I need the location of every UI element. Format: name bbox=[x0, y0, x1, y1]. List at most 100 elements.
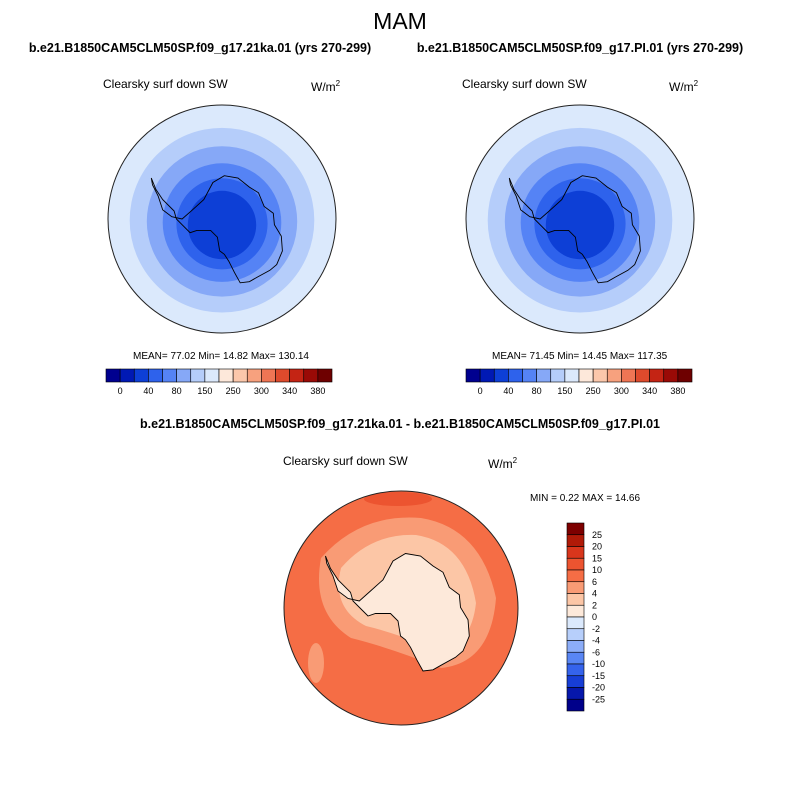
panel2-colorbar-box bbox=[578, 368, 594, 383]
panel1-colorbar-tick-label: 150 bbox=[197, 386, 212, 396]
panel2-colorbar-box bbox=[536, 368, 552, 383]
panel3-colorbar-tick-label: -25 bbox=[592, 694, 605, 704]
panel3-colorbar-tick-label: -6 bbox=[592, 647, 600, 657]
panel1-colorbar-box bbox=[261, 368, 276, 383]
panel1-variable: Clearsky surf down SW bbox=[103, 77, 228, 91]
panel2-colorbar-box bbox=[663, 368, 679, 383]
panel2-colorbar-box bbox=[677, 368, 693, 383]
panel2-colorbar-box bbox=[592, 368, 608, 383]
panel1-colorbar-tick-label: 250 bbox=[226, 386, 241, 396]
panel3-colorbar-tick-label: 2 bbox=[592, 600, 597, 610]
panel3-colorbar-tick-label: -20 bbox=[592, 683, 605, 693]
panel2-title: b.e21.B1850CAM5CLM50SP.f09_g17.PI.01 (yr… bbox=[416, 41, 744, 55]
panel2-colorbar-tick-label: 380 bbox=[670, 386, 685, 396]
panel1-colorbar-box bbox=[148, 368, 163, 383]
panel2-colorbar-box bbox=[606, 368, 622, 383]
panel3-colorbar-tick-label: 4 bbox=[592, 589, 597, 599]
panel1-colorbar-box bbox=[105, 368, 121, 383]
panel2-stats: MEAN= 71.45 Min= 14.45 Max= 117.35 bbox=[492, 351, 668, 362]
panel1-colorbar-tick-label: 0 bbox=[118, 386, 123, 396]
panel1-colorbar-box bbox=[218, 368, 234, 383]
panel1-colorbar-box bbox=[317, 368, 333, 383]
panel3-colorbar-box bbox=[566, 522, 585, 536]
panel1-title: b.e21.B1850CAM5CLM50SP.f09_g17.21ka.01 (… bbox=[28, 41, 372, 55]
panel1-map-border bbox=[107, 104, 337, 334]
panel3-colorbar-box bbox=[566, 616, 585, 630]
panel1-colorbar-box bbox=[190, 368, 206, 383]
panel1-colorbar-box bbox=[162, 368, 177, 383]
panel2-colorbar-tick-label: 40 bbox=[503, 386, 513, 396]
panel3-colorbar-box bbox=[566, 687, 585, 700]
panel1-colorbar-box bbox=[303, 368, 319, 383]
panel2-coastline bbox=[508, 175, 641, 284]
panel3-colorbar-box bbox=[566, 651, 585, 665]
panel3-colorbar-tick-label: -4 bbox=[592, 636, 600, 646]
panel1-colorbar-box bbox=[232, 368, 248, 383]
panel3-colorbar-box bbox=[566, 663, 585, 677]
panel3-colorbar-box bbox=[566, 557, 585, 571]
panel2-units: W/m2 bbox=[669, 79, 699, 94]
panel3-title: b.e21.B1850CAM5CLM50SP.f09_g17.21ka.01 -… bbox=[140, 417, 660, 431]
panel1-colorbar-box bbox=[275, 368, 290, 383]
panel3-colorbar-box bbox=[566, 604, 585, 618]
panel3-band-4-6-patch bbox=[308, 643, 324, 683]
panel3-colorbar-box bbox=[566, 569, 585, 583]
panel2-colorbar-tick-label: 250 bbox=[586, 386, 601, 396]
panel3-colorbar-box bbox=[566, 698, 585, 712]
panel1-contour-band-5 bbox=[187, 190, 257, 260]
panel2-colorbar-tick-label: 300 bbox=[614, 386, 629, 396]
panel1-colorbar-tick-label: 80 bbox=[172, 386, 182, 396]
panel1-colorbar-tick-label: 340 bbox=[282, 386, 297, 396]
panel1-colorbar-box bbox=[176, 368, 192, 383]
panel3-colorbar-box bbox=[566, 534, 585, 547]
panel3-colorbar-tick-label: 25 bbox=[592, 530, 602, 540]
panel2-colorbar-box bbox=[564, 368, 580, 383]
panel3-colorbar-box bbox=[566, 581, 585, 594]
panel2-colorbar-box bbox=[508, 368, 523, 383]
panel1-colorbar-box bbox=[289, 368, 305, 383]
panel1-stats: MEAN= 77.02 Min= 14.82 Max= 130.14 bbox=[133, 351, 309, 362]
panel1-colorbar-box bbox=[246, 368, 262, 383]
panel3-colorbar-box bbox=[566, 675, 585, 688]
panel2-map-border bbox=[465, 104, 695, 334]
panel3-units: W/m2 bbox=[488, 456, 518, 471]
panel3-colorbar-tick-label: 0 bbox=[592, 612, 597, 622]
panel3-colorbar-tick-label: 10 bbox=[592, 565, 602, 575]
panel3-colorbar-box bbox=[566, 546, 585, 559]
panel3-colorbar-tick-label: 20 bbox=[592, 542, 602, 552]
panel1-colorbar-tick-label: 40 bbox=[143, 386, 153, 396]
panel2-colorbar-box bbox=[550, 368, 566, 383]
panel2-colorbar-box bbox=[465, 368, 481, 383]
panel1-units: W/m2 bbox=[311, 79, 341, 94]
panel3-variable: Clearsky surf down SW bbox=[283, 454, 408, 468]
panel2-colorbar-box bbox=[621, 368, 636, 383]
panel3-stats: MIN = 0.22 MAX = 14.66 bbox=[530, 493, 641, 504]
panel1-coastline bbox=[150, 175, 283, 284]
panel3-colorbar-box bbox=[566, 593, 585, 606]
panel3-colorbar-tick-label: -15 bbox=[592, 671, 605, 681]
panel3-band-10-15 bbox=[364, 492, 432, 506]
panel3-coastline bbox=[325, 553, 470, 672]
figure-title: MAM bbox=[373, 8, 427, 34]
panel3-band-0-2 bbox=[325, 553, 470, 671]
panel3-map-border bbox=[283, 490, 519, 726]
panel2-colorbar-box bbox=[479, 368, 495, 383]
panel1-colorbar-box bbox=[204, 368, 220, 383]
panel2-colorbar-box bbox=[493, 368, 509, 383]
panel2-contour-band-5 bbox=[545, 190, 615, 260]
panel2-colorbar-box bbox=[522, 368, 537, 383]
panel3-colorbar-box bbox=[566, 640, 585, 653]
panel2-colorbar-tick-label: 340 bbox=[642, 386, 657, 396]
panel2-colorbar-box bbox=[649, 368, 665, 383]
panel2-colorbar-tick-label: 0 bbox=[478, 386, 483, 396]
panel3-colorbar-tick-label: 6 bbox=[592, 577, 597, 587]
panel1-colorbar-box bbox=[119, 368, 135, 383]
panel1-colorbar-box bbox=[133, 368, 149, 383]
panel3-colorbar-tick-label: 15 bbox=[592, 553, 602, 563]
panel3-map-group bbox=[284, 491, 518, 725]
panel3-colorbar-tick-label: -10 bbox=[592, 659, 605, 669]
panel1-colorbar-tick-label: 380 bbox=[310, 386, 325, 396]
panel2-colorbar-tick-label: 80 bbox=[532, 386, 542, 396]
panel2-colorbar-box bbox=[635, 368, 650, 383]
